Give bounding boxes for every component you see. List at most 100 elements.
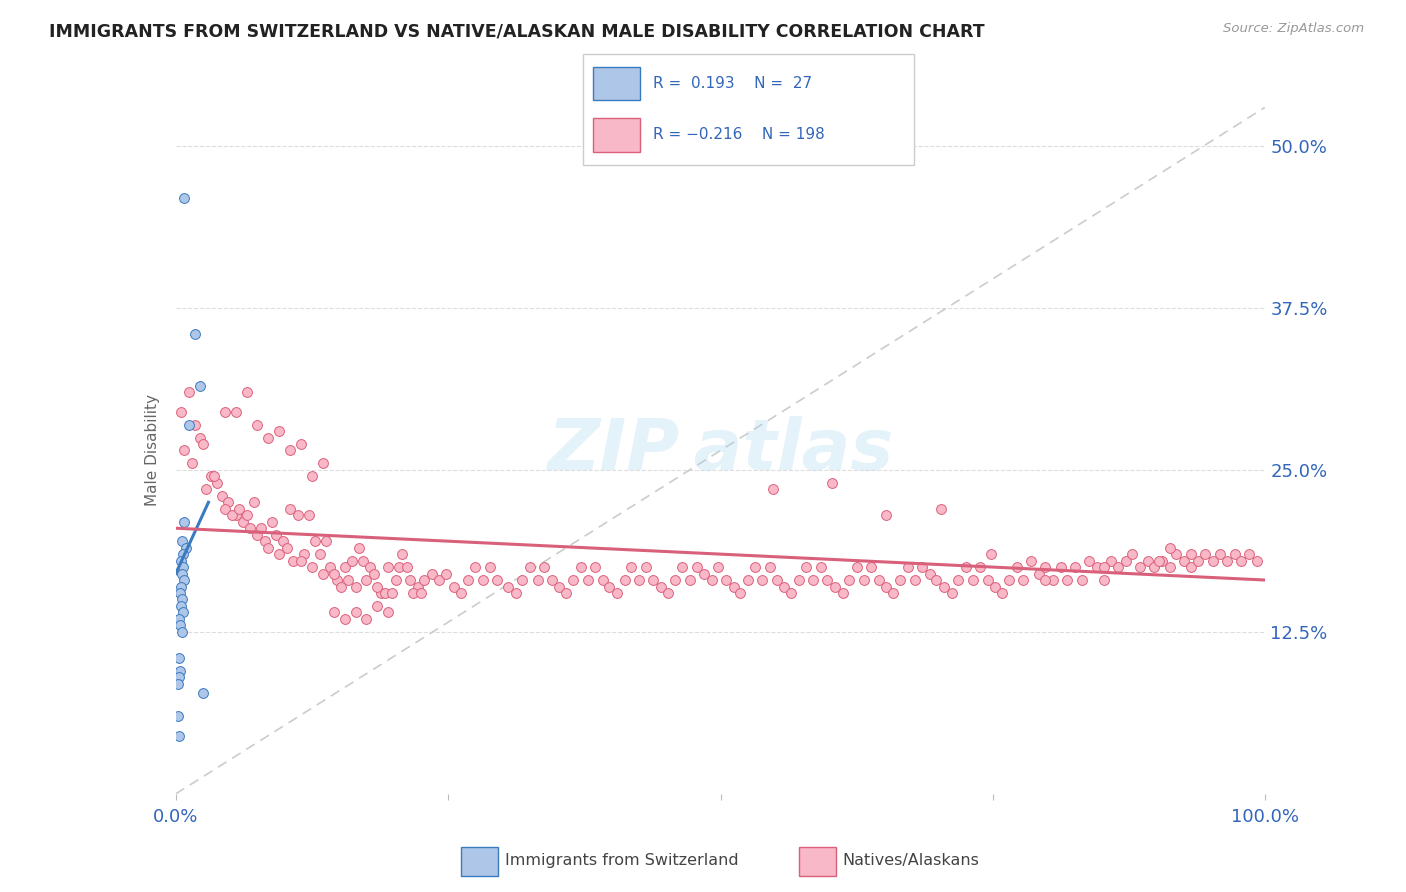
Point [326, 573, 349, 587]
Point [191, 437, 214, 451]
Point [1194, 547, 1216, 561]
Point [1049, 560, 1071, 574]
Point [366, 580, 388, 594]
Point [929, 501, 952, 516]
Point [569, 560, 592, 574]
Text: Natives/Alaskans: Natives/Alaskans [842, 854, 980, 868]
Point [344, 606, 367, 620]
Point [228, 501, 250, 516]
Point [464, 560, 486, 574]
Y-axis label: Male Disability: Male Disability [145, 394, 160, 507]
Point [457, 573, 479, 587]
Point [177, 417, 200, 432]
Point [202, 469, 225, 483]
Point [172, 592, 194, 607]
Point [450, 586, 472, 600]
Point [794, 560, 817, 574]
Point [657, 586, 679, 600]
Text: Source: ZipAtlas.com: Source: ZipAtlas.com [1223, 22, 1364, 36]
Point [399, 573, 422, 587]
Point [374, 586, 396, 600]
Point [225, 508, 247, 523]
Point [239, 521, 262, 535]
Point [1129, 560, 1152, 574]
Point [1063, 560, 1085, 574]
Point [312, 566, 335, 581]
Text: R =  0.193    N =  27: R = 0.193 N = 27 [652, 76, 813, 91]
Point [838, 573, 860, 587]
FancyBboxPatch shape [593, 119, 640, 152]
Point [1164, 547, 1187, 561]
Point [298, 508, 321, 523]
Point [232, 515, 254, 529]
Point [380, 586, 402, 600]
Point [344, 580, 367, 594]
Point [257, 430, 280, 444]
Point [172, 560, 194, 574]
Point [1246, 553, 1268, 567]
Point [478, 560, 501, 574]
Point [214, 501, 236, 516]
Point [173, 443, 195, 458]
Point [707, 560, 730, 574]
Point [728, 586, 751, 600]
Point [172, 547, 194, 561]
Point [170, 553, 193, 567]
Point [554, 586, 576, 600]
Point [737, 573, 759, 587]
Point [627, 573, 650, 587]
Point [984, 580, 1007, 594]
Point [990, 586, 1012, 600]
Point [941, 586, 963, 600]
Point [1121, 547, 1143, 561]
Point [780, 586, 803, 600]
Point [1223, 547, 1246, 561]
Point [420, 566, 443, 581]
Point [211, 489, 233, 503]
Point [882, 586, 904, 600]
Point [170, 599, 193, 613]
Point [693, 566, 716, 581]
Point [181, 457, 204, 471]
Point [322, 566, 344, 581]
Point [173, 191, 195, 205]
Point [388, 560, 411, 574]
Point [766, 573, 789, 587]
Point [1056, 573, 1078, 587]
Point [333, 612, 356, 626]
Point [170, 404, 193, 418]
Point [246, 417, 269, 432]
Text: Immigrants from Switzerland: Immigrants from Switzerland [505, 854, 738, 868]
Point [875, 580, 897, 594]
Point [434, 566, 457, 581]
Point [962, 573, 984, 587]
Point [167, 729, 190, 743]
Point [170, 580, 193, 594]
Point [283, 553, 305, 567]
Point [1159, 541, 1181, 555]
Point [287, 508, 309, 523]
Point [801, 573, 824, 587]
Point [679, 573, 702, 587]
Point [200, 469, 222, 483]
Point [1099, 553, 1122, 567]
Point [322, 606, 344, 620]
Point [980, 547, 1002, 561]
Point [172, 606, 194, 620]
Point [356, 573, 378, 587]
Point [1092, 560, 1115, 574]
Point [831, 586, 853, 600]
Point [276, 541, 298, 555]
Point [271, 534, 294, 549]
Point [260, 515, 283, 529]
Point [235, 385, 257, 400]
Point [824, 580, 846, 594]
Point [1180, 547, 1202, 561]
Point [853, 573, 876, 587]
Point [188, 378, 211, 392]
Point [664, 573, 686, 587]
Point [1216, 553, 1239, 567]
Point [188, 430, 211, 444]
Point [868, 573, 890, 587]
Point [903, 573, 925, 587]
